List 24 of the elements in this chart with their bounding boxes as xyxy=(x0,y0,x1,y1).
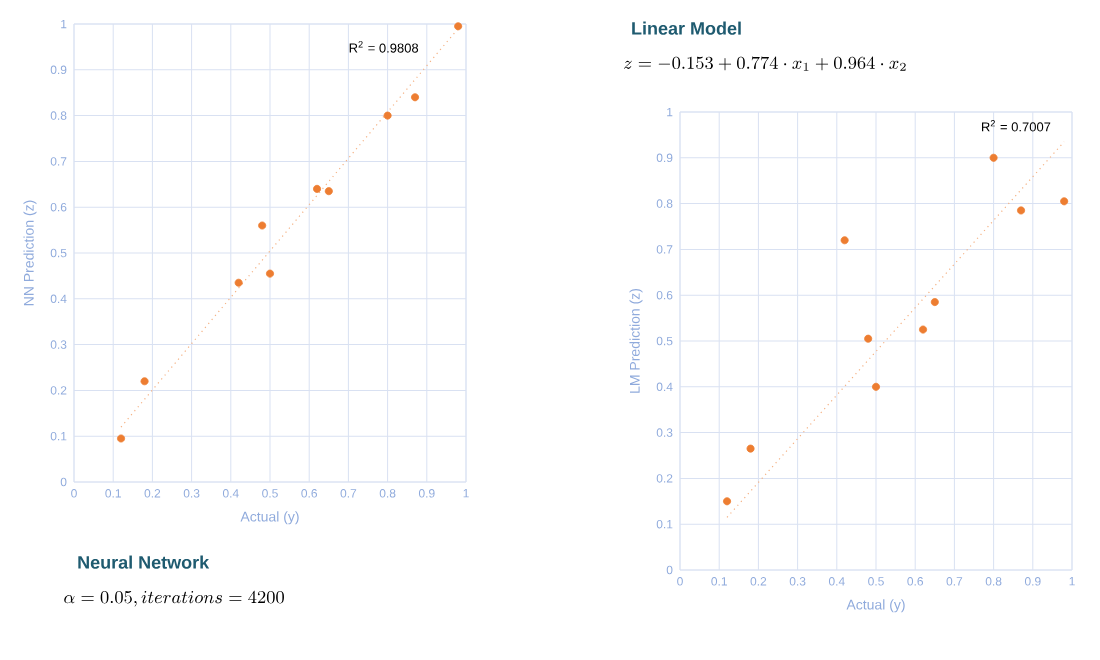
point xyxy=(140,377,149,386)
point xyxy=(1060,197,1069,206)
point xyxy=(840,236,849,245)
point xyxy=(266,269,274,278)
point xyxy=(746,444,755,453)
point xyxy=(324,187,333,196)
point xyxy=(454,22,463,31)
point xyxy=(930,298,939,307)
point xyxy=(1017,206,1026,215)
point xyxy=(258,221,267,230)
chart-subtitle: $z = -0.153 + 0.774 \cdot x_1 + 0.964 \cdot x_2$ xyxy=(623,56,906,71)
point xyxy=(872,382,880,391)
point xyxy=(919,325,928,334)
point xyxy=(383,111,392,120)
point xyxy=(989,153,998,162)
point xyxy=(723,497,732,506)
point xyxy=(117,434,126,443)
point xyxy=(234,278,243,287)
text: $\alpha = 0.05, iterations = 4200$ xyxy=(64,590,284,607)
point xyxy=(313,184,322,193)
point xyxy=(864,334,873,343)
point xyxy=(411,93,420,102)
text: Neural Network xyxy=(78,555,210,569)
chart-title: Linear Model xyxy=(632,21,741,35)
